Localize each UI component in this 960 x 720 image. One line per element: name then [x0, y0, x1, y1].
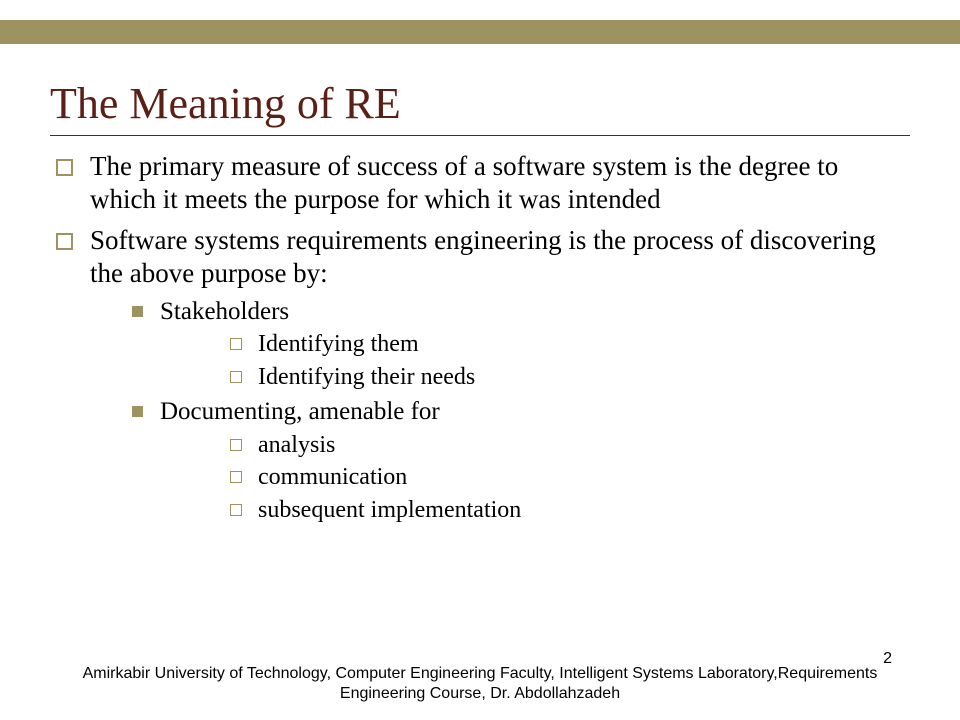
bullet-text: Software systems requirements engineerin…: [90, 225, 876, 288]
bullet-text: Identifying them: [258, 331, 419, 357]
bullet-text: analysis: [258, 432, 335, 458]
list-item: communication: [160, 462, 910, 493]
title-underline: [50, 135, 910, 136]
list-item: Stakeholders Identifying them Identifyin…: [90, 296, 910, 393]
bullet-text: Identifying their needs: [258, 364, 475, 390]
list-item: Documenting, amenable for analysis commu…: [90, 396, 910, 525]
list-item: subsequent implementation: [160, 495, 910, 526]
list-item: Software systems requirements engineerin…: [50, 224, 910, 526]
bullet-text: The primary measure of success of a soft…: [90, 151, 838, 214]
footer-text: Amirkabir University of Technology, Comp…: [0, 664, 960, 704]
bullet-list-level3: analysis communication subsequent implem…: [160, 430, 910, 526]
list-item: analysis: [160, 430, 910, 461]
list-item: Identifying them: [160, 329, 910, 360]
bullet-text: Stakeholders: [160, 298, 289, 325]
decorative-top-bar: [0, 20, 960, 44]
bullet-list-level3: Identifying them Identifying their needs: [160, 329, 910, 392]
slide-title: The Meaning of RE: [50, 78, 910, 129]
bullet-list-level1: The primary measure of success of a soft…: [50, 150, 910, 526]
bullet-list-level2: Stakeholders Identifying them Identifyin…: [90, 296, 910, 526]
bullet-text: subsequent implementation: [258, 497, 521, 523]
bullet-text: communication: [258, 464, 407, 490]
slide-content: The Meaning of RE The primary measure of…: [50, 78, 910, 534]
list-item: Identifying their needs: [160, 362, 910, 393]
bullet-text: Documenting, amenable for: [160, 398, 440, 425]
list-item: The primary measure of success of a soft…: [50, 150, 910, 216]
